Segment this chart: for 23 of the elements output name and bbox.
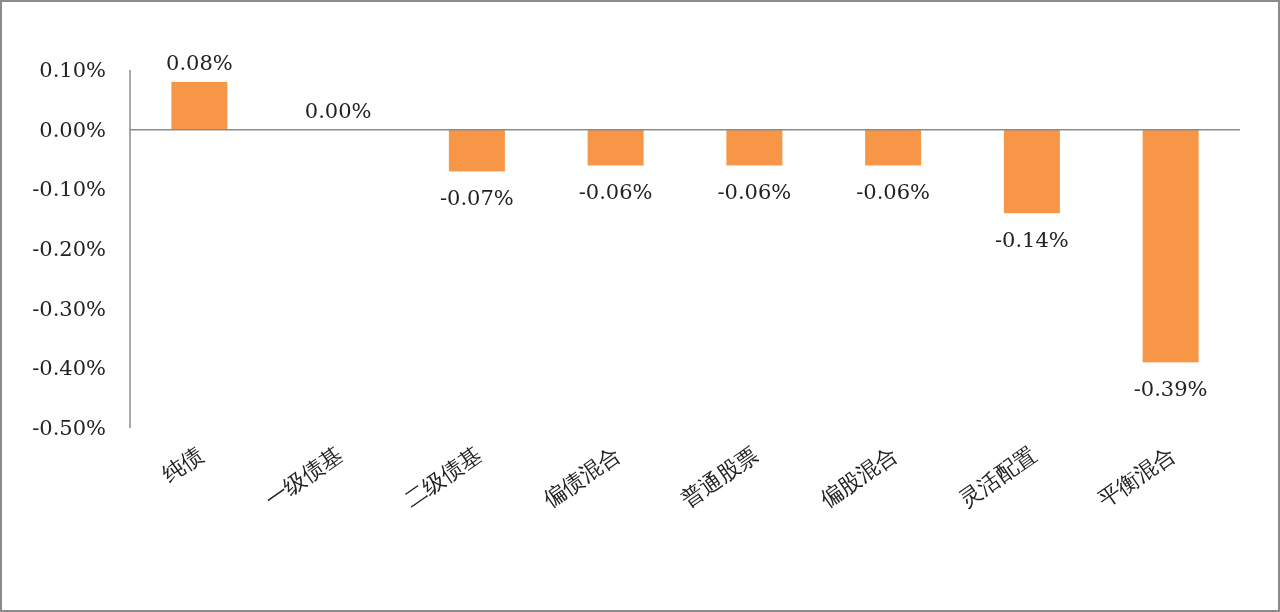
y-tick-label: -0.30% <box>32 296 106 321</box>
data-label: 0.00% <box>304 98 372 123</box>
y-tick-label: 0.10% <box>39 58 106 82</box>
y-tick-label: -0.20% <box>32 237 106 261</box>
data-label: -0.06% <box>578 180 653 205</box>
y-tick-label: -0.50% <box>32 416 106 440</box>
data-label: -0.07% <box>439 186 514 211</box>
y-tick-label: -0.10% <box>32 177 106 202</box>
y-tick-label: -0.40% <box>32 356 106 381</box>
x-tick-label: 普通股票 <box>676 441 764 513</box>
x-tick-label: 偏股混合 <box>815 441 902 513</box>
x-tick-label: 灵活配置 <box>954 441 1041 513</box>
x-tick-label: 偏债混合 <box>538 441 625 513</box>
data-label: 0.08% <box>166 50 233 75</box>
x-tick-label: 一级债基 <box>260 441 347 513</box>
x-tick-label: 二级债基 <box>399 441 486 513</box>
data-label: -0.06% <box>856 180 931 205</box>
y-tick-label: 0.00% <box>39 117 106 142</box>
data-label: -0.14% <box>994 228 1069 253</box>
x-tick-label: 纯债 <box>157 441 209 488</box>
data-label: -0.06% <box>717 180 792 205</box>
data-label: -0.39% <box>1133 377 1208 402</box>
x-tick-label: 平衡混合 <box>1093 441 1180 513</box>
